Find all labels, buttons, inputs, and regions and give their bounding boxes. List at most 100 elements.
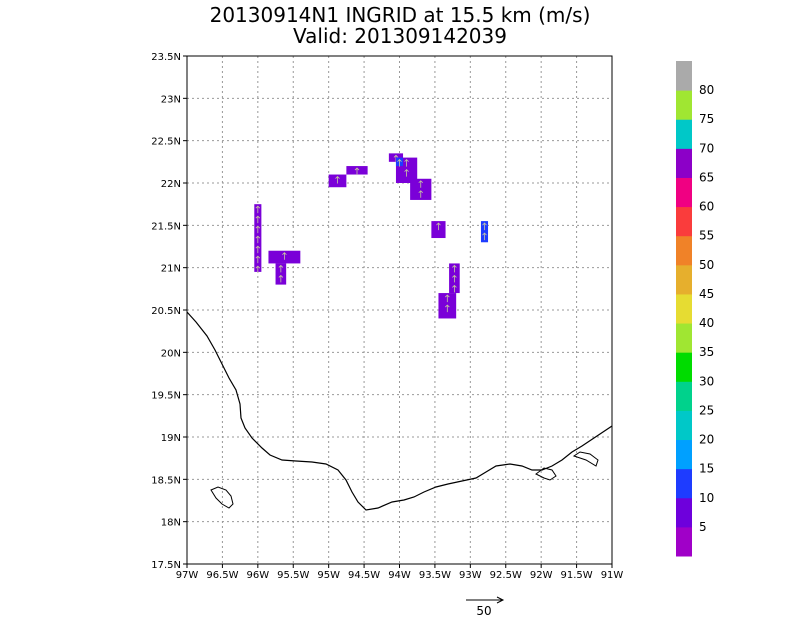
x-tick-label: 91W: [601, 570, 624, 581]
wind-arrow: [255, 215, 261, 224]
colorbar-segment: [676, 468, 692, 499]
colorbar-label: 60: [699, 200, 714, 214]
chart-title: 20130914N1 INGRID at 15.5 km (m/s): [209, 3, 591, 27]
x-tick-label: 91.5W: [561, 570, 593, 581]
wind-arrow: [418, 190, 424, 198]
x-tick-label: 94W: [388, 570, 411, 581]
wind-arrow: [418, 180, 424, 188]
wind-arrow: [255, 265, 261, 274]
wind-arrow: [255, 235, 261, 244]
y-tick-label: 22.5N: [151, 137, 181, 148]
wind-arrow: [255, 245, 261, 254]
y-tick-label: 19.5N: [151, 391, 181, 402]
colorbar-segment: [676, 352, 692, 382]
grid-lines: [187, 56, 612, 564]
wind-arrow: [335, 175, 340, 184]
colorbar-label: 15: [699, 462, 714, 476]
x-tick-label: 95W: [317, 570, 340, 581]
x-tick-label: 96W: [247, 570, 270, 581]
y-axis: 17.5N 18N 18.5N 19N 19.5N 20N 20.5N 21N 21.5N 22N…: [151, 52, 187, 571]
y-tick-label: 21N: [161, 264, 181, 275]
y-tick-label: 19N: [161, 433, 181, 444]
wind-arrow: [354, 167, 360, 176]
x-tick-label: 93W: [459, 570, 482, 581]
colorbar-label: 10: [699, 491, 714, 505]
colorbar-segment: [676, 177, 692, 208]
colorbar-segment: [676, 235, 692, 266]
colorbar-segment: [676, 410, 692, 441]
wind-arrow: [397, 159, 402, 167]
wind-arrow: [436, 222, 441, 231]
wind-arrow: [452, 284, 457, 293]
colorbar-label: 50: [699, 258, 714, 272]
x-tick-label: 93.5W: [419, 570, 451, 581]
wind-arrow: [452, 264, 457, 273]
x-tick-label: 95.5W: [277, 570, 309, 581]
reference-vector: 50: [466, 596, 505, 618]
wind-patch: [275, 263, 287, 285]
colorbar-segment: [676, 61, 692, 91]
chart-subtitle: Valid: 201309142039: [293, 24, 507, 48]
x-tick-label: 94.5W: [348, 570, 380, 581]
colorbar-label: 35: [699, 345, 714, 359]
wind-patch: [410, 178, 432, 200]
x-tick-label: 97W: [176, 570, 199, 581]
colorbar-label: 20: [699, 433, 714, 447]
colorbar-segment: [676, 148, 692, 178]
wind-arrow: [445, 294, 450, 303]
colorbar: 5 10 15 20 25 30 35 40 45 50 55 60 65 70 75 80: [676, 61, 714, 557]
wind-arrow: [278, 264, 284, 273]
coastline-detail-1: [535, 467, 557, 481]
wind-arrow: [255, 205, 261, 214]
x-tick-label: 92.5W: [490, 570, 522, 581]
wind-arrow: [445, 304, 450, 313]
colorbar-segment: [676, 323, 692, 353]
colorbar-label: 80: [699, 83, 714, 97]
y-tick-label: 20.5N: [151, 306, 181, 317]
y-tick-label: 18N: [161, 518, 181, 529]
colorbar-segment: [676, 381, 692, 411]
wind-arrow: [452, 274, 457, 283]
y-tick-label: 18.5N: [151, 475, 181, 486]
colorbar-label: 55: [699, 229, 714, 243]
y-tick-label: 23.5N: [151, 52, 181, 63]
wind-patch: [480, 221, 489, 243]
colorbar-segment: [676, 119, 692, 149]
y-tick-label: 21.5N: [151, 221, 181, 232]
coastline: [186, 311, 613, 511]
colorbar-label: 45: [699, 287, 714, 301]
wind-arrow: [482, 232, 487, 241]
colorbar-label: 70: [699, 141, 714, 155]
y-tick-label: 23N: [161, 94, 181, 105]
colorbar-segment: [676, 526, 692, 557]
colorbar-segment: [676, 264, 692, 295]
wind-patches: [254, 153, 489, 319]
colorbar-segment: [676, 497, 692, 528]
colorbar-label: 65: [699, 170, 714, 184]
island: [210, 486, 234, 509]
wind-arrow: [482, 222, 487, 231]
wind-arrow: [404, 159, 409, 167]
colorbar-segment: [676, 293, 692, 324]
y-tick-label: 20N: [161, 348, 181, 359]
colorbar-label: 25: [699, 403, 714, 417]
colorbar-label: 5: [699, 520, 707, 534]
wind-arrow: [278, 274, 284, 283]
wind-arrow: [282, 252, 287, 260]
x-axis: 97W 96.5W 96W 95.5W 95W 94.5W 94W 93.5W 93W 92.5W…: [176, 564, 624, 581]
x-tick-label: 96.5W: [206, 570, 238, 581]
wind-arrow: [393, 154, 399, 163]
colorbar-segment: [676, 439, 692, 470]
reference-vector-label: 50: [476, 604, 491, 618]
wind-arrow: [255, 255, 261, 264]
colorbar-segment: [676, 206, 692, 237]
x-tick-label: 92W: [530, 570, 553, 581]
colorbar-label: 75: [699, 112, 714, 126]
y-tick-label: 22N: [161, 179, 181, 190]
wind-arrow: [404, 169, 409, 177]
colorbar-label: 40: [699, 316, 714, 330]
coastline-detail-2: [572, 451, 599, 467]
colorbar-label: 30: [699, 374, 714, 388]
y-tick-label: 17.5N: [151, 560, 181, 571]
